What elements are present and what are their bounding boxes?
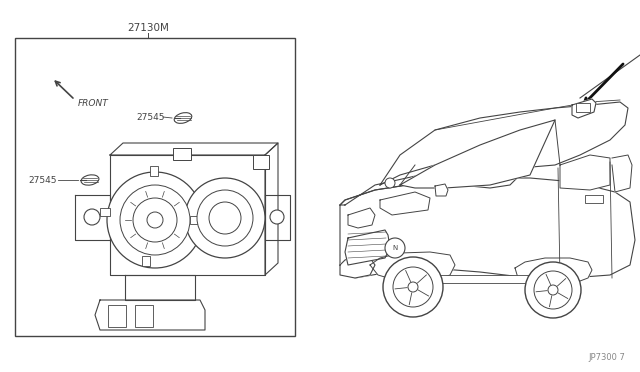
Polygon shape [125, 275, 195, 300]
Circle shape [385, 178, 395, 188]
Polygon shape [340, 255, 375, 278]
Bar [190, 216, 200, 224]
Bar [15, 38, 295, 336]
Polygon shape [348, 208, 375, 228]
Text: 27130M: 27130M [127, 23, 169, 33]
Bar [253, 155, 269, 169]
Circle shape [393, 267, 433, 307]
Bar [108, 305, 126, 327]
Polygon shape [370, 252, 455, 282]
Ellipse shape [174, 113, 192, 124]
Text: JP7300 7: JP7300 7 [588, 353, 625, 362]
Circle shape [209, 202, 241, 234]
Bar [150, 166, 158, 176]
Text: 27545: 27545 [136, 112, 164, 122]
Circle shape [120, 185, 190, 255]
Polygon shape [560, 155, 610, 190]
Polygon shape [612, 155, 632, 192]
Polygon shape [340, 178, 635, 278]
Polygon shape [75, 195, 110, 240]
Polygon shape [380, 102, 628, 185]
Text: 27545: 27545 [28, 176, 56, 185]
Circle shape [270, 210, 284, 224]
Polygon shape [572, 99, 596, 118]
Polygon shape [265, 143, 278, 275]
Polygon shape [110, 155, 265, 275]
Circle shape [133, 198, 177, 242]
Bar [576, 103, 590, 112]
Circle shape [185, 178, 265, 258]
Polygon shape [400, 120, 555, 188]
Polygon shape [435, 184, 448, 196]
Polygon shape [515, 258, 592, 286]
Circle shape [548, 285, 558, 295]
Polygon shape [95, 300, 205, 330]
Text: FRONT: FRONT [78, 99, 109, 108]
Circle shape [525, 262, 581, 318]
Text: N: N [392, 245, 397, 251]
Circle shape [408, 282, 418, 292]
Circle shape [383, 257, 443, 317]
Bar [173, 148, 191, 160]
Polygon shape [380, 192, 430, 215]
Bar [135, 305, 153, 327]
Polygon shape [265, 195, 290, 240]
Bar [142, 256, 150, 266]
Ellipse shape [81, 175, 99, 185]
Circle shape [197, 190, 253, 246]
Circle shape [534, 271, 572, 309]
Circle shape [107, 172, 203, 268]
Circle shape [147, 212, 163, 228]
Polygon shape [345, 230, 390, 265]
Bar [420, 275, 575, 283]
Polygon shape [340, 168, 520, 205]
Bar [100, 208, 110, 216]
Circle shape [385, 238, 405, 258]
Circle shape [84, 209, 100, 225]
Polygon shape [110, 143, 278, 155]
Bar [585, 195, 603, 203]
